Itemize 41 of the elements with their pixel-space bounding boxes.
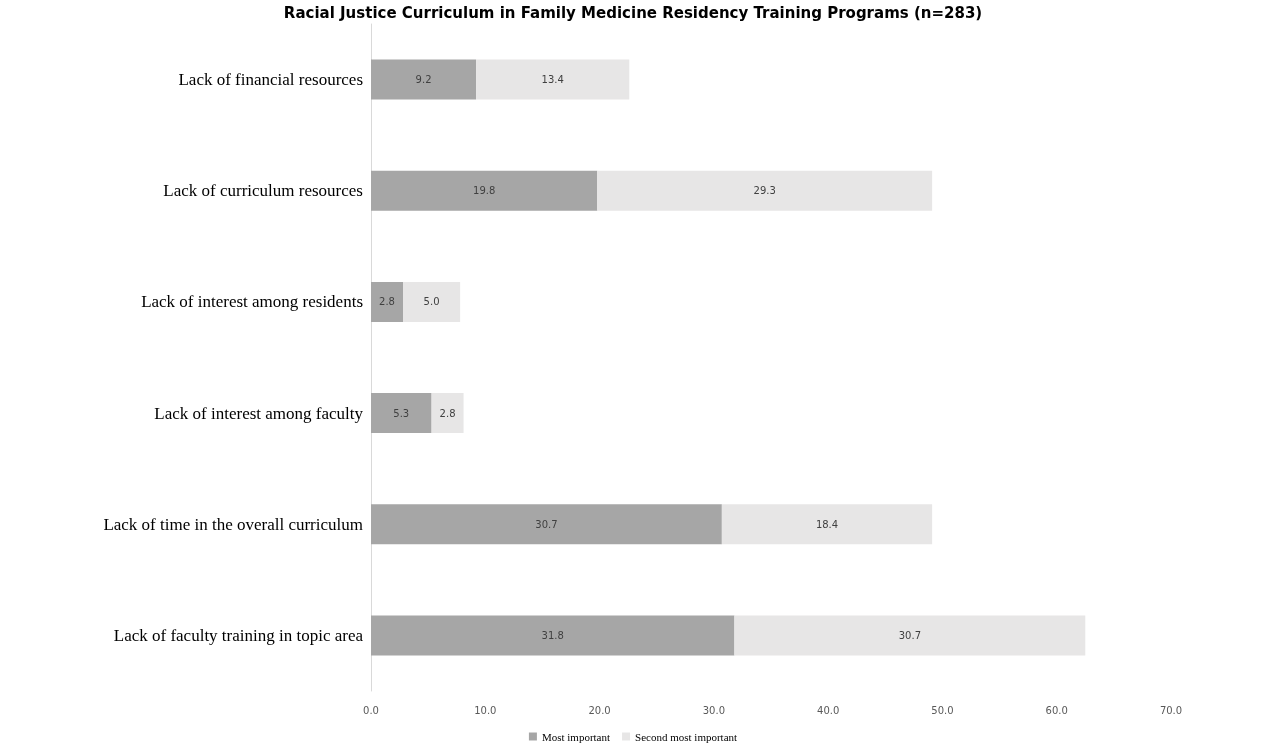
bar [371,59,477,100]
data-label: 5.0 [423,296,440,308]
y-tick-label: Lack of curriculum resources [163,181,363,201]
bar [597,170,933,211]
y-tick-label: Lack of faculty training in topic area [113,625,364,645]
data-label: 29.3 [753,185,776,197]
x-tick-label: 10.0 [474,704,497,716]
data-label: 2.8 [379,296,395,308]
bar [403,281,461,322]
data-label: 19.8 [473,185,496,197]
chart-title: Racial Justice Curriculum in Family Medicine Residency Training Programs (n=283) [283,3,983,22]
x-tick-label: 0.0 [363,704,379,716]
x-tick-label: 20.0 [588,704,611,716]
bar [371,281,403,322]
y-tick-label: Lack of time in the overall curriculum [103,514,363,534]
data-label: 13.4 [541,74,564,86]
bar [371,170,598,211]
data-label: 30.7 [535,518,558,530]
legend-label: Second most important [635,730,738,743]
data-label: 30.7 [898,629,921,641]
bar [734,615,1086,656]
bar [431,393,464,434]
x-tick-label: 50.0 [931,704,954,716]
data-label: 31.8 [541,629,564,641]
y-tick-label: Lack of interest among residents [141,292,363,312]
data-label: 5.3 [393,407,410,419]
y-tick-label: Lack of financial resources [178,70,363,90]
bar [371,504,722,545]
bar [371,615,735,656]
x-tick-label: 40.0 [817,704,840,716]
data-label: 9.2 [415,74,432,86]
y-tick-label: Lack of interest among faculty [154,403,364,423]
bar [371,393,432,434]
x-tick-label: 60.0 [1045,704,1068,716]
bar [721,504,933,545]
legend-label: Most important [541,730,611,743]
data-label: 2.8 [439,407,456,419]
x-tick-label: 30.0 [702,704,725,716]
data-label: 18.4 [815,518,839,530]
bar [476,59,630,100]
x-tick-label: 70.0 [1159,704,1183,716]
